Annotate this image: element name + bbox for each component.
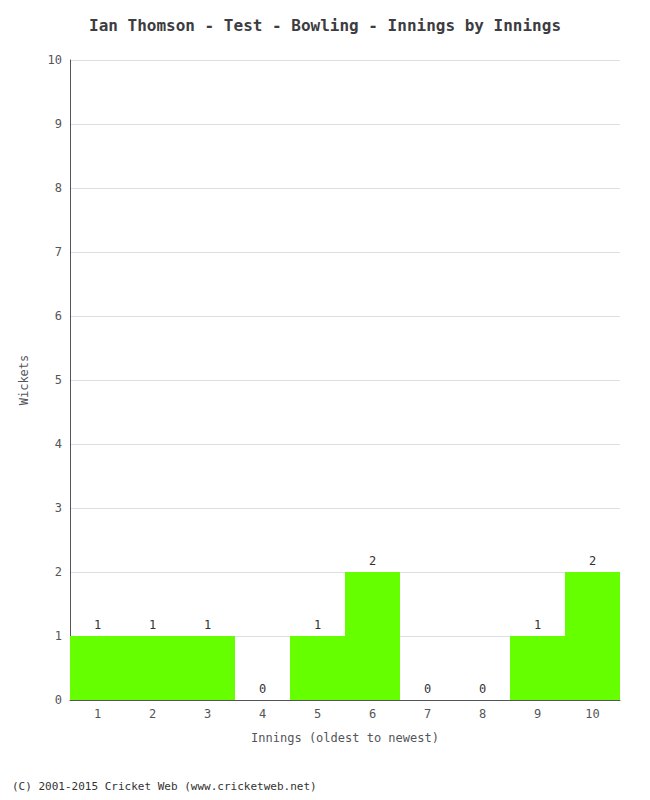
svg-text:5: 5 <box>314 707 321 721</box>
svg-text:1: 1 <box>94 618 101 632</box>
svg-text:3: 3 <box>55 501 62 515</box>
svg-text:2: 2 <box>369 554 376 568</box>
svg-text:0: 0 <box>259 682 266 696</box>
svg-text:9: 9 <box>534 707 541 721</box>
svg-text:(C) 2001-2015 Cricket Web (www: (C) 2001-2015 Cricket Web (www.cricketwe… <box>12 780 317 793</box>
svg-text:1: 1 <box>149 618 156 632</box>
svg-text:0: 0 <box>55 693 62 707</box>
svg-text:6: 6 <box>55 309 62 323</box>
svg-text:1: 1 <box>314 618 321 632</box>
svg-text:Ian Thomson - Test - Bowling -: Ian Thomson - Test - Bowling - Innings b… <box>89 16 561 35</box>
svg-text:1: 1 <box>55 629 62 643</box>
svg-text:6: 6 <box>369 707 376 721</box>
svg-text:1: 1 <box>94 707 101 721</box>
svg-text:4: 4 <box>55 437 62 451</box>
svg-text:7: 7 <box>424 707 431 721</box>
svg-text:0: 0 <box>424 682 431 696</box>
svg-text:Innings (oldest to newest): Innings (oldest to newest) <box>251 731 439 745</box>
svg-text:10: 10 <box>585 707 599 721</box>
svg-text:Wickets: Wickets <box>17 355 31 406</box>
svg-text:3: 3 <box>204 707 211 721</box>
svg-text:2: 2 <box>589 554 596 568</box>
svg-text:2: 2 <box>55 565 62 579</box>
svg-text:5: 5 <box>55 373 62 387</box>
svg-text:8: 8 <box>55 181 62 195</box>
svg-text:9: 9 <box>55 117 62 131</box>
svg-text:1: 1 <box>534 618 541 632</box>
svg-text:0: 0 <box>479 682 486 696</box>
svg-text:4: 4 <box>259 707 266 721</box>
svg-text:10: 10 <box>48 53 62 67</box>
svg-text:2: 2 <box>149 707 156 721</box>
svg-text:7: 7 <box>55 245 62 259</box>
svg-text:1: 1 <box>204 618 211 632</box>
svg-text:8: 8 <box>479 707 486 721</box>
